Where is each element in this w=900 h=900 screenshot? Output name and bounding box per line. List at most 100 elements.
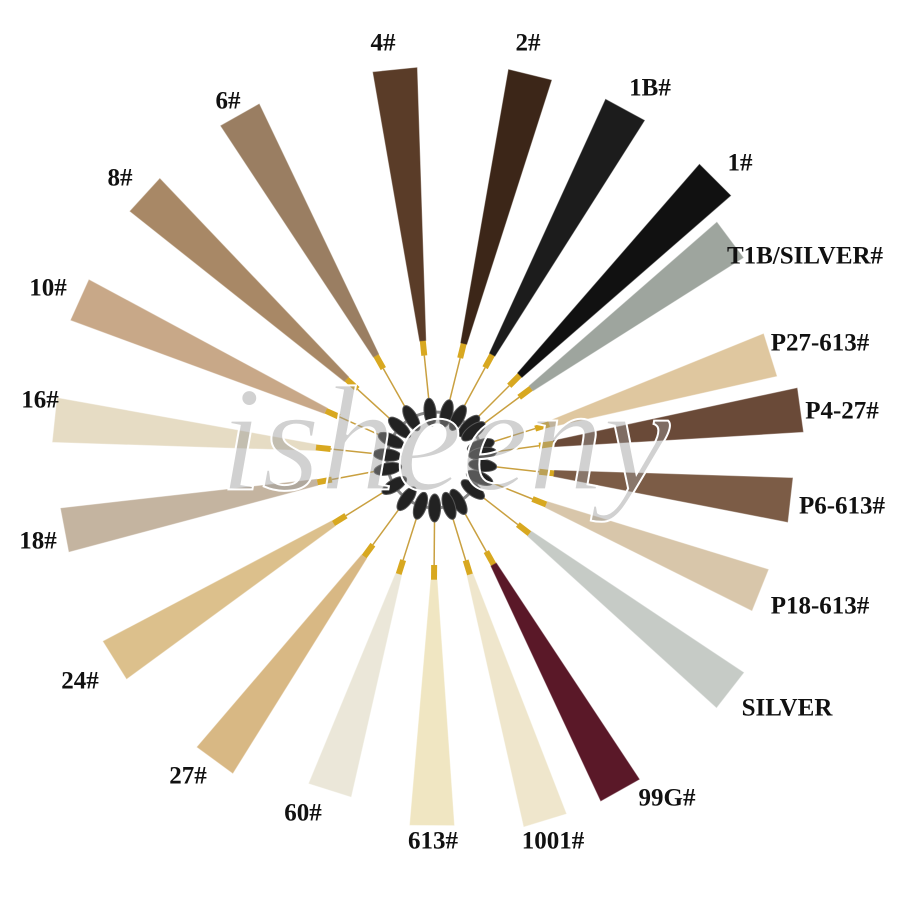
- hair-strand: [60, 478, 319, 553]
- hair-strand: [527, 530, 745, 709]
- clip: [468, 458, 498, 473]
- swatch-label: 24#: [61, 668, 99, 695]
- ferrule: [457, 342, 467, 359]
- hair-strand: [544, 501, 769, 612]
- swatch-label: 8#: [108, 165, 134, 192]
- clip: [461, 421, 486, 442]
- ferrule: [534, 421, 551, 432]
- hair-strand: [528, 221, 744, 392]
- swatch-label: 1001#: [522, 828, 585, 855]
- clips: [372, 397, 498, 523]
- wire: [450, 512, 467, 561]
- clip: [441, 491, 457, 520]
- labels: 4# 2# 1B# 1# T1B/SILVER# P27-613# P4-27# P6-613…: [19, 30, 885, 855]
- swatch-label: T1B/SILVER#: [727, 243, 884, 270]
- swatch-label: P4-27#: [805, 398, 879, 425]
- clip: [396, 486, 417, 512]
- ferrule: [482, 353, 495, 370]
- wire: [478, 396, 520, 428]
- ferrule: [373, 354, 386, 371]
- hair-strand: [460, 69, 552, 345]
- hair-strand: [129, 178, 350, 382]
- swatch-label: 6#: [216, 88, 242, 115]
- hair-strand: [552, 387, 804, 448]
- clip: [423, 397, 437, 427]
- ferrule: [531, 496, 548, 508]
- wire: [402, 512, 420, 561]
- ferrule: [507, 373, 522, 388]
- wire: [330, 448, 381, 455]
- swatch-label: P6-613#: [799, 493, 886, 520]
- clip: [465, 469, 494, 486]
- ferrule: [539, 468, 555, 477]
- swatch-label: 18#: [19, 528, 57, 555]
- clip: [387, 416, 412, 439]
- swatch-label: 613#: [408, 828, 459, 855]
- hair-strand: [220, 103, 380, 358]
- hair-strand: [308, 572, 403, 798]
- clip: [373, 461, 403, 476]
- swatch-label: 16#: [21, 387, 59, 414]
- hair-strand: [372, 67, 427, 342]
- hair-strand: [466, 573, 567, 828]
- clip: [381, 475, 408, 495]
- swatch-label: 60#: [284, 800, 322, 827]
- hair-strand: [52, 397, 317, 451]
- clip: [448, 404, 467, 431]
- wire: [356, 388, 395, 424]
- wire: [489, 445, 540, 454]
- swatch-label: 1B#: [629, 75, 671, 102]
- ferrule: [361, 542, 376, 559]
- wire: [338, 416, 386, 439]
- ferrule: [395, 559, 407, 576]
- wire: [485, 479, 533, 500]
- strands: [52, 67, 804, 828]
- hair-strand: [547, 333, 778, 428]
- hair-strand: [517, 163, 732, 378]
- swatch-label: 10#: [29, 275, 67, 302]
- ferrule: [538, 440, 555, 449]
- ferrule: [316, 476, 333, 486]
- swatch-label: 27#: [169, 763, 207, 790]
- ferrule: [462, 559, 473, 576]
- swatch-label: 1#: [728, 150, 754, 177]
- hair-strand: [102, 520, 336, 680]
- clip: [428, 493, 442, 523]
- wire: [489, 465, 540, 473]
- clip: [377, 431, 405, 449]
- hair-strand: [488, 98, 646, 357]
- wire: [372, 503, 404, 546]
- swatch-label: SILVER: [742, 695, 834, 722]
- clip: [402, 405, 421, 432]
- ferrule: [419, 340, 428, 356]
- watermark: isheeny: [220, 356, 670, 522]
- hair-strand: [490, 562, 640, 802]
- ferrule: [324, 407, 341, 420]
- clip: [372, 448, 402, 462]
- wire: [460, 367, 486, 413]
- swatch-label: 4#: [371, 30, 397, 57]
- swatch-label: P18-613#: [771, 593, 870, 620]
- hair-strand: [70, 279, 328, 415]
- wire: [345, 488, 389, 517]
- wire: [423, 355, 431, 406]
- ferrule: [483, 550, 497, 567]
- ferrule: [515, 522, 532, 537]
- swatch-label: 2#: [516, 30, 542, 57]
- swatch-label: 99G#: [639, 785, 696, 812]
- ferrule: [517, 385, 533, 400]
- wire: [331, 469, 382, 481]
- wire: [477, 493, 519, 526]
- swatch-label: P27-613#: [771, 330, 870, 357]
- ferrule: [315, 444, 331, 452]
- hair-strand: [196, 554, 368, 774]
- wire: [473, 385, 510, 422]
- hair-strand: [409, 579, 455, 826]
- clip: [460, 479, 485, 500]
- wire: [487, 427, 536, 445]
- ferrule: [331, 513, 348, 527]
- wire: [382, 368, 409, 413]
- ferrule: [344, 376, 360, 392]
